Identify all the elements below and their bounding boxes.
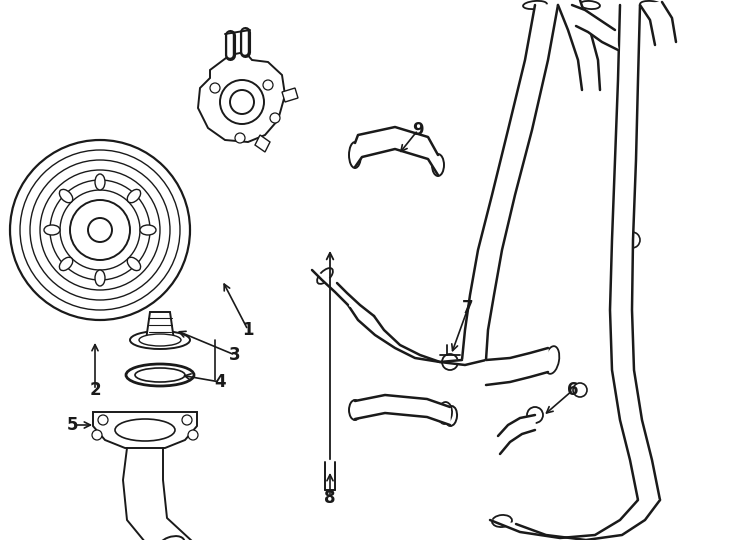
Polygon shape (146, 312, 174, 340)
Ellipse shape (135, 368, 185, 382)
Ellipse shape (115, 419, 175, 441)
Polygon shape (282, 88, 298, 102)
Circle shape (188, 430, 198, 440)
Circle shape (513, 358, 527, 372)
Circle shape (210, 83, 220, 93)
Circle shape (88, 218, 112, 242)
Ellipse shape (445, 406, 457, 426)
Text: 9: 9 (413, 121, 424, 139)
Circle shape (10, 140, 190, 320)
Circle shape (442, 354, 458, 370)
Ellipse shape (580, 1, 600, 9)
Ellipse shape (59, 190, 73, 202)
Ellipse shape (640, 1, 662, 9)
Circle shape (70, 200, 130, 260)
Ellipse shape (139, 334, 181, 346)
Text: 3: 3 (229, 346, 241, 364)
Text: 6: 6 (567, 381, 578, 399)
Ellipse shape (127, 190, 141, 202)
Polygon shape (198, 52, 285, 142)
Circle shape (98, 415, 108, 425)
Circle shape (573, 383, 587, 397)
Circle shape (50, 180, 150, 280)
Text: 2: 2 (90, 381, 101, 399)
Circle shape (624, 232, 640, 248)
Circle shape (40, 170, 160, 290)
Ellipse shape (126, 364, 194, 386)
Circle shape (235, 133, 245, 143)
Circle shape (230, 90, 254, 114)
Polygon shape (355, 395, 450, 425)
Ellipse shape (317, 268, 333, 284)
Circle shape (220, 80, 264, 124)
Ellipse shape (95, 270, 105, 286)
Circle shape (527, 407, 543, 423)
Polygon shape (572, 5, 618, 50)
Circle shape (92, 430, 102, 440)
Ellipse shape (492, 515, 512, 527)
Circle shape (20, 150, 180, 310)
Text: 5: 5 (66, 416, 78, 434)
Text: 7: 7 (462, 299, 474, 317)
Polygon shape (462, 5, 558, 360)
Polygon shape (558, 0, 600, 90)
Polygon shape (312, 270, 374, 316)
Circle shape (182, 415, 192, 425)
Ellipse shape (545, 346, 559, 374)
Ellipse shape (349, 142, 361, 168)
Text: 1: 1 (242, 321, 254, 339)
Ellipse shape (130, 331, 190, 349)
Polygon shape (348, 305, 486, 365)
Ellipse shape (349, 400, 361, 420)
Polygon shape (486, 348, 548, 385)
Circle shape (30, 160, 170, 300)
Text: 4: 4 (214, 373, 226, 391)
Text: 8: 8 (324, 489, 335, 507)
Polygon shape (93, 412, 197, 448)
Ellipse shape (44, 225, 60, 235)
Polygon shape (610, 5, 660, 500)
Ellipse shape (158, 536, 184, 540)
Circle shape (60, 190, 140, 270)
Ellipse shape (523, 1, 547, 9)
Ellipse shape (59, 257, 73, 271)
Circle shape (270, 113, 280, 123)
Ellipse shape (95, 174, 105, 190)
Polygon shape (498, 415, 535, 454)
Polygon shape (355, 127, 438, 175)
Ellipse shape (140, 225, 156, 235)
Ellipse shape (564, 4, 577, 26)
Ellipse shape (432, 154, 444, 176)
Polygon shape (490, 500, 660, 540)
Polygon shape (255, 135, 270, 152)
Polygon shape (640, 2, 676, 45)
Ellipse shape (127, 257, 141, 271)
Ellipse shape (438, 402, 452, 424)
Circle shape (263, 80, 273, 90)
